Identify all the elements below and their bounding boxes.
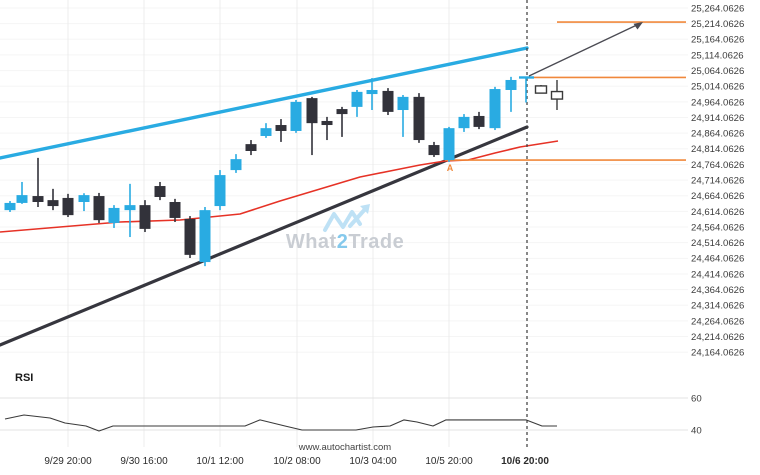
y-axis-label: 25,014.0626 — [691, 82, 744, 93]
candle-down — [382, 90, 394, 112]
x-axis-label: 9/30 16:00 — [120, 456, 168, 467]
y-axis-label: 24,364.0626 — [691, 285, 744, 296]
candle-down — [336, 109, 348, 115]
candle-up — [443, 128, 455, 161]
y-axis-label: 25,264.0626 — [691, 3, 744, 14]
y-axis-label: 24,164.0626 — [691, 348, 744, 359]
lower-trendline — [0, 125, 529, 347]
point-a-label: A — [447, 163, 454, 173]
watermark: What2Trade — [286, 204, 404, 253]
candle-up — [260, 128, 272, 136]
candle-up — [214, 175, 226, 207]
watermark-logo-arrowhead-icon — [360, 204, 370, 214]
candle-up — [397, 96, 409, 111]
x-axis-label: 10/3 04:00 — [349, 456, 397, 467]
y-axis-label: 24,414.0626 — [691, 269, 744, 280]
y-axis-label: 24,764.0626 — [691, 160, 744, 171]
y-axis-label: 24,464.0626 — [691, 254, 744, 265]
y-axis-label: 25,164.0626 — [691, 35, 744, 46]
candle-up — [458, 116, 470, 129]
candle-down — [184, 218, 196, 255]
watermark-logo-arrow-icon — [348, 205, 369, 228]
y-axis-label: 24,264.0626 — [691, 316, 744, 327]
level-lines-layer — [445, 21, 686, 161]
autochartist-url-label: www.autochartist.com — [298, 442, 391, 453]
forecast-candle — [550, 90, 564, 100]
candle-up — [351, 91, 363, 107]
upper-channel-line — [0, 46, 529, 160]
candle-down — [473, 115, 485, 127]
candle-down — [47, 200, 59, 207]
watermark-part3: Trade — [348, 231, 404, 253]
candle-up — [108, 207, 120, 223]
moving-average-line — [0, 140, 559, 233]
x-axis-label: 10/1 12:00 — [196, 456, 244, 467]
candle-down — [428, 145, 440, 156]
candle-up — [16, 195, 28, 203]
watermark-logo-w-icon — [323, 210, 362, 232]
candle-down — [169, 201, 181, 218]
overlay-layer — [519, 0, 643, 450]
candle-down — [32, 196, 44, 202]
candle-up — [78, 195, 90, 202]
y-axis-label: 24,714.0626 — [691, 175, 744, 186]
y-axis-label: 25,064.0626 — [691, 66, 744, 77]
forecast-candle — [534, 85, 548, 94]
candle-down — [139, 205, 151, 229]
x-axis-label: 10/6 20:00 — [501, 456, 549, 467]
y-axis-label: 24,864.0626 — [691, 129, 744, 140]
candle-down — [321, 120, 333, 126]
y-axis-label: 24,214.0626 — [691, 332, 744, 343]
candle-down — [154, 186, 166, 197]
y-axis-label: 24,314.0626 — [691, 301, 744, 312]
candle-down — [245, 144, 257, 151]
candle-up — [230, 159, 242, 171]
candle-up — [290, 101, 302, 131]
candle-up — [489, 89, 501, 129]
forecast-arrow-line — [528, 22, 642, 77]
candles-layer — [4, 76, 517, 267]
y-axis-label: 24,614.0626 — [691, 207, 744, 218]
watermark-part1: What — [286, 231, 337, 253]
rsi-line — [4, 414, 557, 432]
candle-down — [275, 125, 287, 131]
candle-down — [306, 98, 318, 124]
x-axis-label: 10/2 08:00 — [273, 456, 321, 467]
rsi-axis-label: 60 — [691, 393, 702, 404]
y-axis-label: 24,964.0626 — [691, 97, 744, 108]
candle-up — [199, 210, 211, 263]
candle-up — [4, 202, 16, 211]
y-axis-label: 25,214.0626 — [691, 19, 744, 30]
y-axis-label: 25,114.0626 — [691, 50, 744, 61]
watermark-part2: 2 — [337, 231, 349, 253]
forecast-arrowhead-icon — [633, 22, 643, 30]
candle-up — [366, 89, 378, 95]
rsi-panel-label: RSI — [15, 372, 33, 384]
candle-down — [62, 197, 74, 216]
y-axis-label: 24,664.0626 — [691, 191, 744, 202]
candle-up — [124, 205, 136, 211]
rsi-layer — [4, 414, 557, 432]
y-axis-label: 24,814.0626 — [691, 144, 744, 155]
watermark-text: What2Trade — [286, 231, 404, 253]
y-axis-label: 24,564.0626 — [691, 222, 744, 233]
candle-down — [413, 96, 425, 141]
candle-up — [505, 79, 517, 90]
candle-down — [93, 196, 105, 221]
x-axis-label: 10/5 20:00 — [425, 456, 473, 467]
y-axis-label: 24,514.0626 — [691, 238, 744, 249]
axis-labels-layer: 25,264.0626 25,214.0626 25,164.0626 25,114.… — [44, 3, 744, 467]
x-axis-label: 9/29 20:00 — [44, 456, 92, 467]
rsi-axis-label: 40 — [691, 425, 702, 436]
y-axis-label: 24,914.0626 — [691, 113, 744, 124]
